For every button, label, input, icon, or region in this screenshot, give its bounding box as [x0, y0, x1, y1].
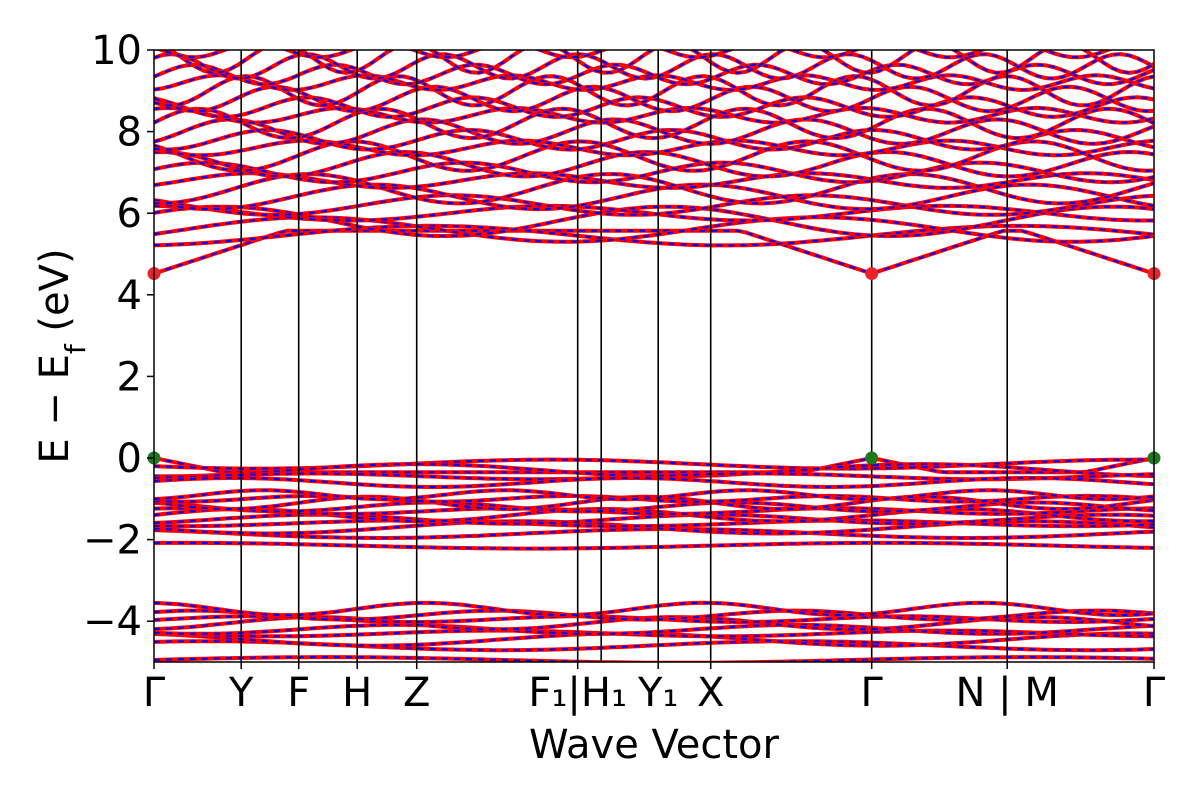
band-line-dashed [154, 106, 1154, 124]
cbm-marker [865, 267, 879, 281]
y-axis-title-main: E − E [32, 354, 78, 464]
x-tick-label: Γ [143, 670, 166, 716]
band-line-dashed [158, 50, 1111, 59]
vbm-marker [865, 451, 879, 465]
y-axis-title-unit: (eV) [32, 248, 78, 344]
x-tick-label: Γ [861, 670, 884, 716]
band-line [154, 500, 1154, 514]
band-line-dashed [154, 172, 1154, 205]
band-line-dashed [154, 205, 1154, 237]
band-line-dashed [154, 507, 1154, 515]
band-line [154, 193, 1154, 217]
y-tick-label: −4 [83, 599, 142, 645]
band-line [154, 608, 1154, 622]
band-line-dashed [154, 74, 1154, 92]
band-line-dashed [154, 528, 1154, 539]
x-tick-label: F₁|H₁ [528, 670, 627, 716]
x-tick-label: Γ [1143, 670, 1166, 716]
band-line-dashed [154, 640, 1154, 652]
y-axis-title-sub: f [59, 343, 92, 354]
band-line [154, 622, 1154, 636]
y-tick-label: 8 [117, 110, 142, 156]
x-tick-label: N | M [956, 670, 1059, 716]
y-axis: 10 8 6 4 2 0 −2 −4 [83, 28, 154, 645]
band-lines [154, 50, 1154, 662]
y-axis-title: E − Ef (eV) [32, 248, 92, 463]
band-line [154, 488, 1154, 502]
plot-frame [153, 49, 1155, 663]
y-tick-label: −2 [83, 518, 142, 564]
band-line-dashed [154, 161, 1154, 184]
band-line-dashed [154, 629, 1154, 638]
band-line-dashed [168, 50, 1154, 74]
band-line [154, 600, 1154, 618]
y-tick-label: 0 [117, 436, 142, 482]
band-line-dashed [154, 541, 1154, 550]
y-tick-label: 6 [117, 191, 142, 237]
band-line-dashed [154, 140, 1154, 172]
high-symmetry-lines [240, 50, 1009, 662]
band-line [154, 476, 1154, 490]
x-tick-label: Y [228, 670, 254, 716]
band-line-dashed [154, 128, 1154, 151]
band-line-dashed [154, 107, 1154, 140]
x-axis-title: Wave Vector [529, 722, 780, 768]
band-line-dashed [154, 656, 1154, 662]
band-line-dashed [154, 118, 1154, 145]
x-axis: Γ Y F H Z F₁|H₁ Y₁ X Γ N | M Γ [143, 662, 1166, 716]
x-tick-label: F [287, 670, 310, 716]
y-tick-label: 10 [91, 28, 142, 74]
band-line-dashed [154, 519, 1154, 528]
band-line-dashed [154, 85, 1154, 113]
y-tick-label: 4 [117, 273, 142, 319]
x-tick-label: H [342, 670, 372, 716]
x-tick-label: Y₁ [637, 670, 678, 716]
x-tick-label: X [697, 670, 724, 716]
band-line-dashed [154, 150, 1154, 178]
y-tick-label: 2 [117, 354, 142, 400]
x-tick-label: Z [403, 670, 430, 716]
